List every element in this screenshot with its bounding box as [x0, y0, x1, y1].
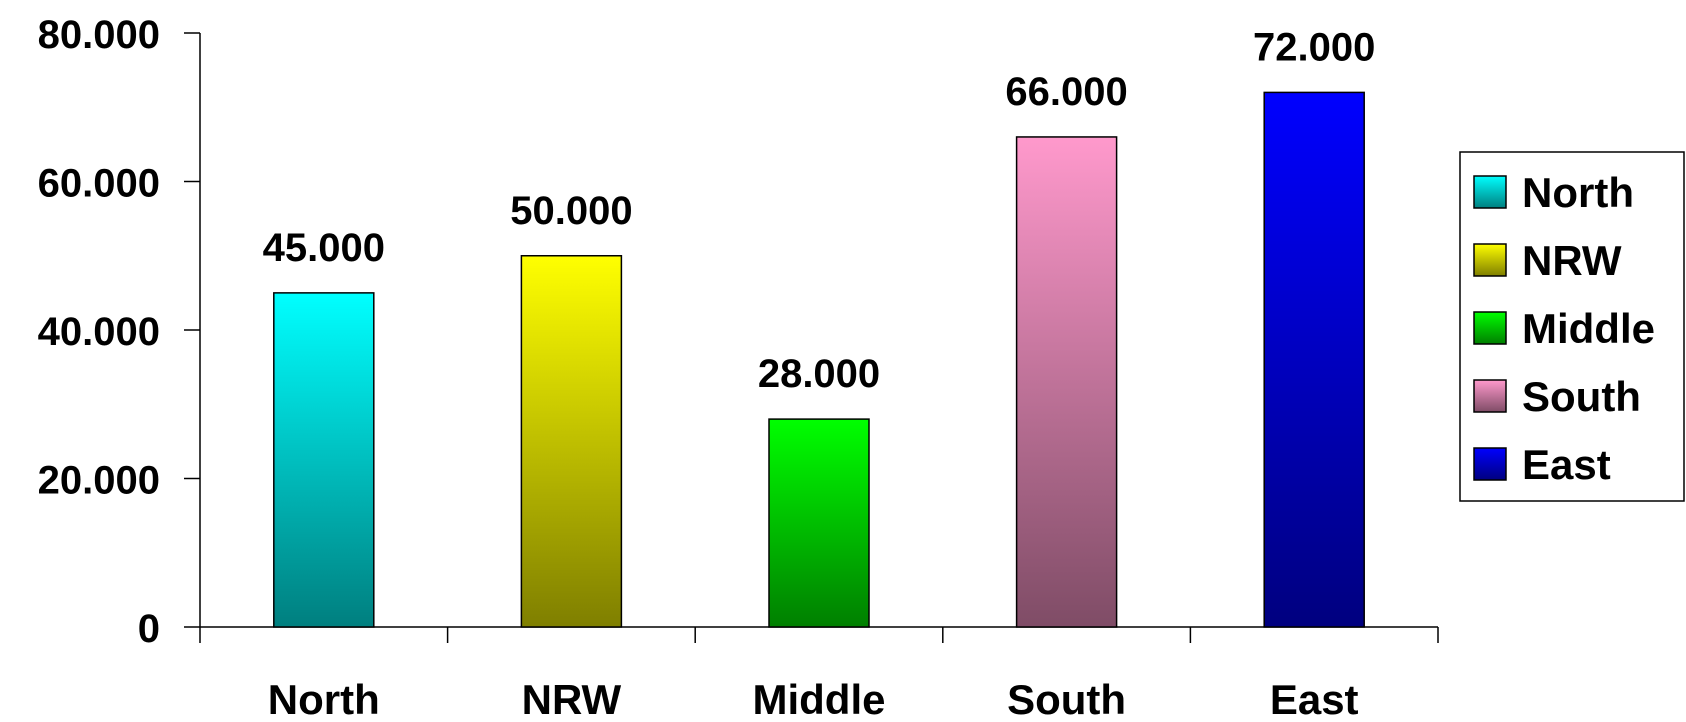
- y-tick-label: 0: [138, 607, 160, 651]
- bars: 45.000 North 50.000 NRW 28.000 Middle 66.000 So…: [263, 25, 1376, 722]
- legend-label-south: South: [1522, 373, 1641, 420]
- bar-south: [1015, 136, 1118, 628]
- legend-label-middle: Middle: [1522, 305, 1655, 352]
- legend-swatch-north: [1473, 175, 1507, 209]
- legend-swatch-nrw: [1473, 243, 1507, 277]
- data-label-south: 66.000: [1005, 70, 1127, 114]
- y-tick-label: 80.000: [38, 13, 160, 57]
- x-tick-label-south: South: [1007, 676, 1126, 722]
- legend-swatch-middle: [1473, 311, 1507, 345]
- data-label-nrw: 50.000: [510, 189, 632, 233]
- x-tick-label-nrw: NRW: [522, 676, 622, 722]
- data-label-north: 45.000: [263, 226, 385, 270]
- y-tick-label: 40.000: [38, 310, 160, 354]
- legend-swatch-south: [1473, 379, 1507, 413]
- bar-east: [1263, 91, 1365, 628]
- legend: North NRW Middle South East: [1459, 151, 1685, 502]
- x-tick-label-middle: Middle: [753, 676, 886, 722]
- x-tick-label-north: North: [268, 676, 380, 722]
- legend-label-east: East: [1522, 441, 1611, 488]
- x-tick-label-east: East: [1270, 676, 1359, 722]
- bar-nrw: [520, 255, 623, 628]
- y-tick-label: 60.000: [38, 162, 160, 206]
- data-label-east: 72.000: [1253, 25, 1375, 69]
- axes: 0 20.000 40.000 60.000 80.000: [38, 13, 1439, 651]
- legend-swatch-east: [1473, 447, 1507, 481]
- legend-label-nrw: NRW: [1522, 237, 1622, 284]
- data-label-middle: 28.000: [758, 352, 880, 396]
- legend-label-north: North: [1522, 169, 1634, 216]
- y-tick-label: 20.000: [38, 459, 160, 503]
- bar-north: [273, 292, 375, 628]
- bar-middle: [768, 418, 870, 628]
